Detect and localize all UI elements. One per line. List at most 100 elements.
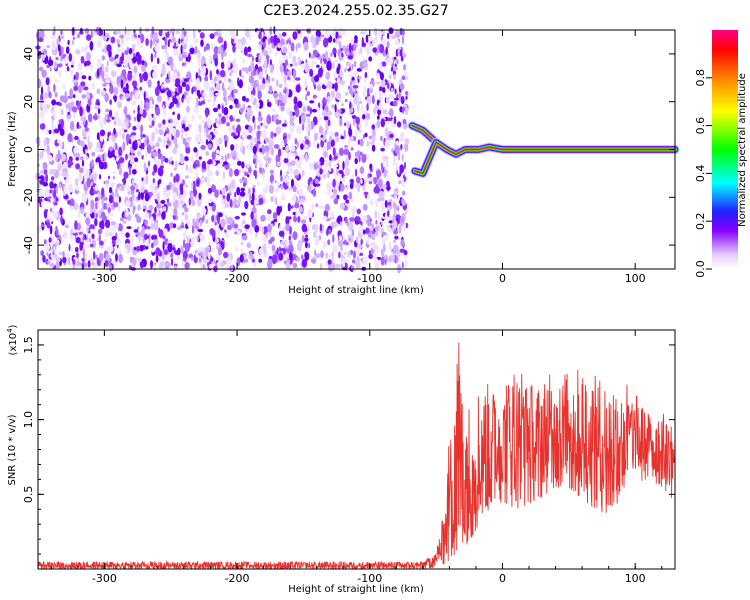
noise-speckle: [125, 55, 131, 63]
noise-speckle: [226, 193, 231, 202]
noise-speckle: [94, 104, 100, 110]
noise-speckle: [230, 69, 234, 73]
noise-speckle: [208, 55, 212, 65]
noise-speckle: [129, 160, 135, 165]
noise-speckle: [305, 138, 310, 145]
noise-speckle: [114, 95, 117, 103]
noise-speckle: [294, 175, 299, 179]
noise-speckle: [200, 100, 206, 105]
noise-speckle: [217, 212, 223, 218]
noise-speckle: [344, 65, 350, 69]
noise-speckle: [348, 221, 354, 232]
noise-speckle: [205, 108, 209, 118]
noise-speckle: [266, 260, 273, 269]
noise-speckle: [106, 44, 112, 52]
noise-speckle: [227, 127, 231, 132]
noise-speckle: [381, 38, 387, 46]
noise-speckle: [78, 209, 81, 219]
noise-speckle: [316, 116, 323, 122]
noise-speckle: [212, 160, 216, 166]
noise-speckle: [334, 53, 337, 58]
noise-speckle: [85, 91, 90, 101]
noise-speckle: [134, 157, 139, 163]
noise-speckle: [282, 247, 286, 255]
noise-speckle: [344, 99, 348, 103]
noise-speckle: [334, 82, 338, 92]
noise-speckle: [71, 26, 75, 36]
noise-speckle: [271, 244, 276, 252]
noise-speckle: [69, 205, 75, 211]
noise-speckle: [393, 208, 397, 217]
noise-speckle: [276, 247, 279, 256]
noise-speckle: [105, 180, 110, 184]
noise-speckle: [261, 226, 265, 234]
noise-speckle: [229, 104, 233, 110]
noise-speckle: [215, 83, 221, 91]
noise-speckle: [404, 259, 408, 269]
noise-speckle: [74, 135, 79, 141]
noise-speckle: [165, 101, 170, 108]
noise-speckle: [140, 180, 143, 189]
noise-speckle: [276, 161, 282, 167]
noise-speckle: [180, 44, 183, 55]
noise-speckle: [390, 66, 394, 72]
noise-speckle: [369, 173, 372, 178]
noise-speckle: [45, 173, 49, 183]
noise-speckle: [242, 234, 248, 241]
noise-speckle: [371, 96, 375, 105]
noise-speckle: [227, 216, 233, 225]
noise-speckle: [48, 91, 52, 99]
noise-speckle: [165, 144, 169, 149]
noise-speckle: [333, 198, 339, 205]
noise-speckle: [215, 92, 221, 96]
x-tick-label: 0: [499, 272, 506, 285]
noise-speckle: [186, 136, 192, 142]
noise-speckle: [242, 168, 245, 174]
noise-speckle: [214, 189, 219, 198]
noise-speckle: [221, 187, 227, 196]
noise-speckle: [200, 39, 204, 47]
noise-speckle: [185, 84, 190, 92]
noise-speckle: [60, 108, 64, 116]
noise-speckle: [341, 103, 344, 107]
noise-speckle: [387, 56, 394, 66]
noise-speckle: [195, 171, 199, 178]
noise-speckle: [167, 40, 170, 47]
noise-speckle: [344, 91, 349, 97]
noise-speckle: [380, 147, 385, 152]
noise-speckle: [165, 262, 172, 267]
noise-speckle: [88, 75, 92, 81]
noise-speckle: [80, 206, 84, 215]
noise-speckle: [313, 60, 317, 65]
noise-speckle: [247, 174, 250, 178]
noise-speckle: [191, 181, 194, 189]
noise-speckle: [322, 241, 327, 248]
noise-speckle: [68, 53, 73, 62]
noise-speckle: [64, 224, 70, 229]
noise-speckle: [193, 37, 199, 44]
noise-speckle: [87, 135, 90, 145]
noise-speckle: [112, 176, 116, 180]
noise-speckle: [335, 263, 341, 269]
noise-speckle: [267, 45, 273, 55]
noise-speckle: [308, 184, 311, 193]
noise-speckle: [228, 168, 233, 178]
noise-speckle: [108, 195, 114, 204]
noise-speckle: [191, 155, 195, 163]
noise-speckle: [207, 199, 213, 204]
noise-speckle: [404, 142, 409, 152]
noise-speckle: [111, 81, 116, 86]
noise-speckle: [341, 257, 345, 262]
noise-speckle: [114, 149, 118, 157]
noise-speckle: [344, 259, 350, 264]
noise-speckle: [151, 132, 155, 142]
noise-speckle: [111, 236, 117, 241]
noise-speckle: [395, 140, 399, 146]
noise-speckle: [174, 117, 179, 127]
noise-speckle: [86, 177, 91, 188]
noise-speckle: [157, 85, 162, 91]
noise-speckle: [60, 118, 64, 129]
noise-speckle: [219, 69, 226, 78]
